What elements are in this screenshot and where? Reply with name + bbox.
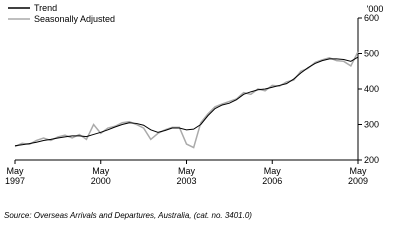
y-tick-label: 400 — [364, 84, 379, 94]
x-tick-label: May 1997 — [5, 166, 25, 186]
y-unit: '000 — [367, 4, 384, 14]
y-tick-label: 200 — [364, 155, 379, 165]
y-tick-label: 600 — [364, 13, 379, 23]
footnote: Source: Overseas Arrivals and Departures… — [4, 211, 252, 220]
legend-label: Trend — [34, 3, 57, 13]
y-tick-label: 300 — [364, 120, 379, 130]
legend-label: Seasonally Adjusted — [34, 14, 115, 24]
series-line — [14, 51, 359, 149]
series-line — [14, 56, 359, 147]
x-tick-label: May 2000 — [91, 166, 111, 186]
x-tick-label: May 2009 — [348, 166, 368, 186]
x-tick-label: May 2003 — [176, 166, 196, 186]
chart: '000 Source: Overseas Arrivals and Depar… — [4, 3, 384, 220]
x-tick-label: May 2006 — [262, 166, 282, 186]
y-tick-label: 500 — [364, 49, 379, 59]
